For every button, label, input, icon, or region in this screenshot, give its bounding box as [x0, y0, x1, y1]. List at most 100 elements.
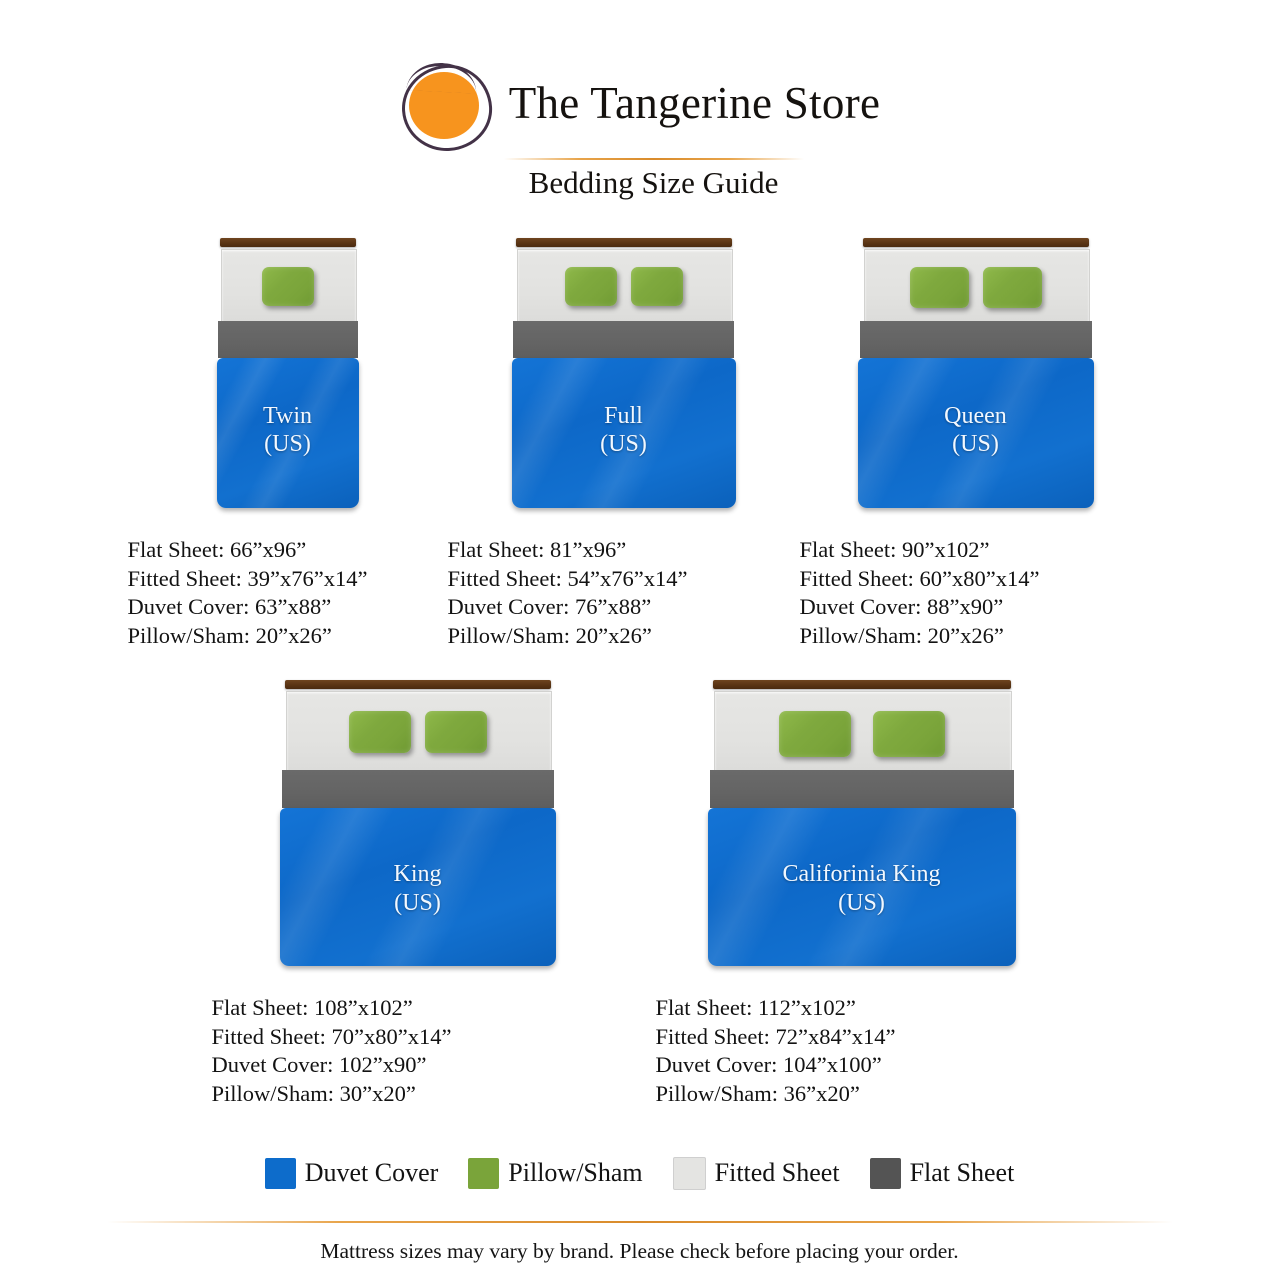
bed-illustration-wrap: Califorinia King (US): [640, 680, 1084, 967]
bed-spec-line: Flat Sheet: 112”x102”: [655, 995, 856, 1021]
bed-size-region: (US): [264, 431, 311, 458]
bed-spec-list: Flat Sheet: 66”x96” Fitted Sheet: 39”x76”…: [128, 536, 368, 650]
page-title: Bedding Size Guide: [528, 165, 779, 200]
bed-illustration-wrap: Full (US): [448, 238, 800, 509]
pillow-sham: [424, 711, 487, 754]
pillow-sham: [872, 711, 945, 758]
bed-spec-line: Duvet Cover: 76”x88”: [447, 594, 652, 620]
bed-card-full: Full (US) Flat Sheet: 81”x96” Fitted Sheet:…: [448, 238, 800, 650]
pillow-sham: [261, 267, 314, 307]
bed-spec-list: Flat Sheet: 81”x96” Fitted Sheet: 54”x76”…: [448, 536, 688, 650]
bed-card-twin: Twin (US) Flat Sheet: 66”x96” Fitted Sheet:…: [128, 238, 448, 650]
bed-illustration: Califorinia King (US): [707, 680, 1016, 967]
headboard: [284, 680, 551, 690]
bed-size-label: Califorinia King (US): [708, 860, 1016, 917]
bed-spec-line: Duvet Cover: 104”x100”: [655, 1052, 882, 1078]
flat-sheet-area: [859, 321, 1092, 359]
bed-spec-line: Pillow/Sham: 20”x26”: [447, 622, 652, 648]
fitted-sheet-area: [516, 249, 733, 323]
duvet-cover-area: Twin (US): [216, 358, 359, 509]
bed-illustration-wrap: Queen (US): [800, 238, 1152, 509]
bed-spec-line: Flat Sheet: 108”x102”: [211, 995, 413, 1021]
bed-illustration: King (US): [279, 680, 556, 967]
logo-fill-shape: [408, 72, 479, 139]
footer-divider: [106, 1221, 1173, 1223]
bed-size-label: Queen (US): [858, 402, 1094, 459]
duvet-cover-area: Queen (US): [857, 358, 1094, 509]
bed-size-region: (US): [952, 431, 999, 458]
bed-card-queen: Queen (US) Flat Sheet: 90”x102” Fitted Shee…: [800, 238, 1152, 650]
headboard: [515, 238, 732, 248]
brand-row: The Tangerine Store: [398, 61, 881, 155]
bed-illustration: Queen (US): [857, 238, 1094, 509]
bed-spec-line: Pillow/Sham: 36”x20”: [655, 1081, 860, 1107]
bed-spec-list: Flat Sheet: 108”x102” Fitted Sheet: 70”x8…: [212, 994, 452, 1108]
bed-spec-line: Pillow/Sham: 20”x26”: [799, 622, 1004, 648]
bed-size-region: (US): [838, 889, 885, 916]
brand-name: The Tangerine Store: [508, 77, 881, 128]
bed-size-name: Califorinia King: [782, 861, 941, 888]
fitted-sheet-area: [285, 691, 552, 772]
bed-size-name: Queen: [944, 403, 1007, 430]
duvet-cover-area: Full (US): [511, 358, 736, 509]
legend-item: Duvet Cover: [264, 1157, 439, 1189]
footer-note: Mattress sizes may vary by brand. Please…: [320, 1239, 959, 1263]
pillow-sham: [982, 267, 1042, 309]
bed-illustration-wrap: King (US): [196, 680, 640, 967]
legend-item: Fitted Sheet: [672, 1156, 840, 1190]
bed-spec-line: Fitted Sheet: 72”x84”x14”: [655, 1023, 896, 1049]
bed-size-label: Full (US): [512, 402, 736, 459]
legend-label: Duvet Cover: [304, 1158, 439, 1188]
bed-spec-line: Duvet Cover: 102”x90”: [211, 1052, 427, 1078]
legend-swatch: [672, 1156, 706, 1190]
flat-sheet-area: [512, 321, 734, 359]
page-footer: Mattress sizes may vary by brand. Please…: [0, 1221, 1279, 1280]
headboard: [862, 238, 1089, 248]
legend-swatch: [869, 1157, 901, 1189]
legend: Duvet Cover Pillow/Sham Fitted Sheet Flat S…: [0, 1156, 1279, 1190]
pillow-sham: [778, 711, 851, 758]
bed-row-bottom: King (US) Flat Sheet: 108”x102” Fitted Shee…: [0, 680, 1279, 1108]
legend-swatch: [468, 1157, 500, 1189]
legend-label: Pillow/Sham: [508, 1158, 643, 1188]
legend-item: Pillow/Sham: [468, 1157, 643, 1189]
duvet-cover-area: Califorinia King (US): [707, 808, 1016, 967]
pillow-sham: [630, 267, 683, 307]
bed-illustration: Twin (US): [216, 238, 359, 509]
bed-spec-line: Duvet Cover: 63”x88”: [127, 594, 332, 620]
bed-spec-line: Pillow/Sham: 20”x26”: [127, 622, 332, 648]
logo-outline-stem: [405, 61, 478, 94]
legend-label: Flat Sheet: [909, 1158, 1015, 1188]
bed-size-region: (US): [600, 431, 647, 458]
bed-spec-line: Fitted Sheet: 60”x80”x14”: [799, 565, 1040, 591]
pillow-sham: [909, 267, 969, 309]
bed-size-region: (US): [394, 889, 441, 916]
bed-spec-line: Flat Sheet: 66”x96”: [127, 537, 307, 563]
bed-spec-line: Fitted Sheet: 39”x76”x14”: [127, 565, 368, 591]
fitted-sheet-area: [713, 691, 1012, 772]
flat-sheet-area: [281, 770, 554, 809]
bed-size-label: Twin (US): [217, 402, 359, 459]
bed-size-name: Full: [604, 403, 643, 430]
flat-sheet-area: [709, 770, 1014, 809]
legend-label: Fitted Sheet: [714, 1158, 840, 1188]
pillow-sham: [564, 267, 617, 307]
legend-swatch: [264, 1157, 296, 1189]
orange-circle-logo-icon: [398, 61, 495, 155]
bed-size-name: King: [393, 861, 442, 888]
headboard: [219, 238, 356, 248]
bed-illustration: Full (US): [511, 238, 736, 509]
fitted-sheet-area: [863, 249, 1090, 323]
bed-illustration-wrap: Twin (US): [128, 238, 448, 509]
bed-row-top: Twin (US) Flat Sheet: 66”x96” Fitted Sheet:…: [0, 238, 1279, 650]
pillow-sham: [348, 711, 411, 754]
bed-spec-line: Pillow/Sham: 30”x20”: [211, 1081, 416, 1107]
bed-card-king: King (US) Flat Sheet: 108”x102” Fitted Shee…: [196, 680, 640, 1108]
bed-spec-line: Duvet Cover: 88”x90”: [799, 594, 1004, 620]
headboard: [712, 680, 1011, 690]
title-divider: [503, 158, 804, 160]
flat-sheet-area: [217, 321, 358, 359]
bed-spec-line: Fitted Sheet: 70”x80”x14”: [211, 1023, 452, 1049]
duvet-cover-area: King (US): [279, 808, 556, 967]
bed-card-califorinia-king: Califorinia King (US) Flat Sheet: 112”x102…: [640, 680, 1084, 1108]
